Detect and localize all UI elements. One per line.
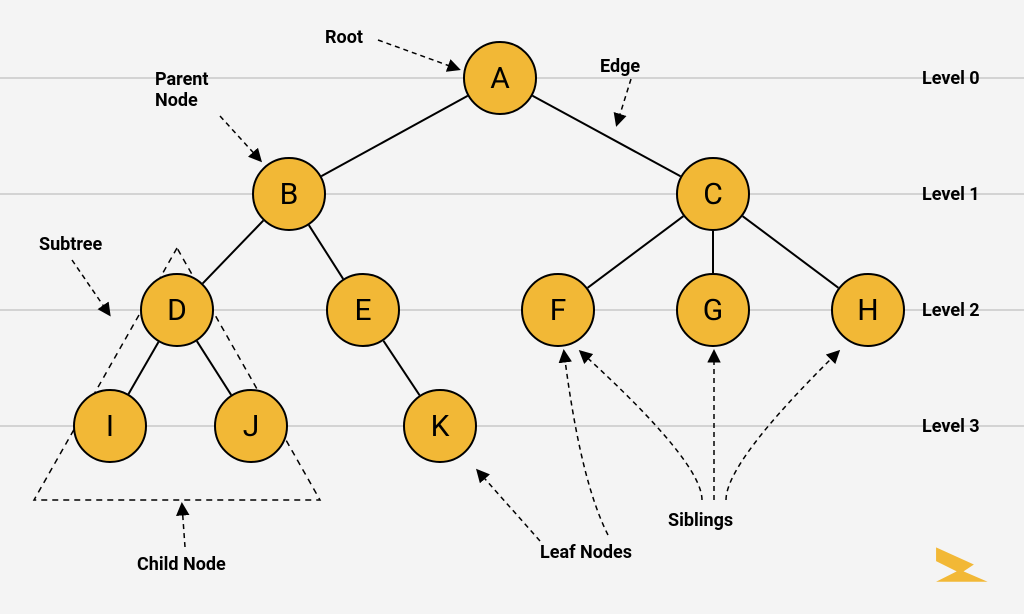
node-d-label: D [167, 293, 187, 328]
level-0-label: Level 0 [922, 68, 980, 89]
level-3-label: Level 3 [922, 416, 980, 437]
diagram-stage: Level 0 Level 1 Level 2 Level 3 Root Edg… [0, 0, 1024, 614]
node-i-label: I [106, 409, 114, 444]
brand-logo-icon [932, 537, 1002, 592]
node-b-label: B [280, 177, 299, 212]
node-d: D [140, 273, 214, 347]
edges-group [129, 96, 839, 395]
annot-child-node: Child Node [137, 554, 226, 575]
annot-subtree: Subtree [39, 234, 102, 255]
level-3-line [0, 425, 1024, 427]
node-e: E [326, 273, 400, 347]
node-h-label: H [857, 293, 878, 328]
node-c: C [676, 157, 750, 231]
node-c-label: C [703, 177, 723, 212]
annot-parent-node: Parent Node [155, 69, 208, 111]
node-b: B [252, 157, 326, 231]
node-g-label: G [703, 293, 723, 328]
node-k-label: K [431, 409, 450, 444]
annot-edge: Edge [600, 56, 640, 77]
node-j-label: J [243, 409, 260, 444]
annot-root: Root [325, 27, 363, 48]
level-1-line [0, 193, 1024, 195]
node-j: J [214, 389, 288, 463]
node-h: H [831, 273, 905, 347]
annot-leaf-nodes: Leaf Nodes [540, 542, 632, 563]
level-2-label: Level 2 [922, 300, 980, 321]
node-f-label: F [550, 293, 567, 328]
node-g: G [676, 273, 750, 347]
annot-siblings: Siblings [668, 510, 733, 531]
node-a: A [463, 41, 537, 115]
level-1-label: Level 1 [922, 184, 980, 205]
node-i: I [73, 389, 147, 463]
node-f: F [521, 273, 595, 347]
node-e-label: E [354, 293, 371, 328]
node-a-label: A [490, 61, 510, 96]
node-k: K [403, 389, 477, 463]
